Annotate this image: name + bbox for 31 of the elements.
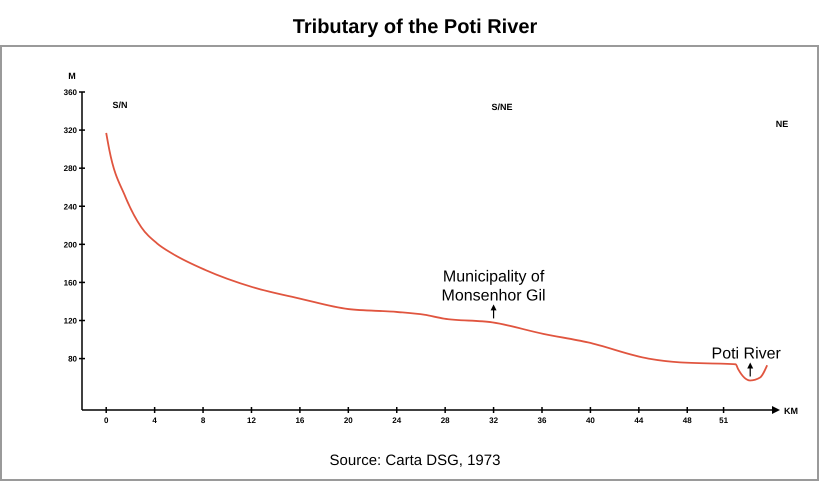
x-tick-label: 48: [682, 416, 692, 425]
y-tick-label: 360: [64, 88, 78, 97]
x-tick-label: 36: [538, 416, 547, 425]
y-axis-title: M: [68, 71, 76, 81]
source-note: Source: Carta DSG, 1973: [330, 452, 500, 469]
x-tick-label: 32: [489, 416, 499, 425]
x-tick-label: 51: [719, 416, 729, 425]
y-tick-label: 160: [64, 278, 78, 288]
y-tick-label: 280: [64, 164, 78, 174]
x-tick-label: 8: [200, 416, 206, 425]
y-tick-label: 120: [64, 316, 78, 326]
x-tick-label: 24: [392, 416, 402, 425]
x-tick-label: 44: [634, 416, 644, 425]
chart-title: Tributary of the Poti River: [292, 16, 538, 38]
x-axis-title: KM: [784, 406, 798, 416]
x-tick-label: 40: [586, 416, 596, 425]
x-tick-label: 0: [104, 416, 109, 425]
y-tick-label: 240: [64, 202, 78, 212]
y-tick-label: 80: [68, 354, 78, 364]
x-tick-label: 20: [344, 416, 354, 425]
x-tick-label: 12: [247, 416, 256, 425]
x-tick-label: 4: [152, 416, 158, 425]
y-tick-label: 200: [64, 240, 78, 250]
text: NE: [776, 119, 788, 129]
annotation: Municipality of Monsenhor Gil: [442, 268, 546, 304]
x-tick-label: 28: [440, 416, 450, 425]
y-tick-label: 320: [64, 126, 78, 136]
annotation: S/N: [112, 100, 128, 110]
x-tick-label: 16: [295, 416, 305, 425]
annotation: S/NE: [491, 102, 513, 112]
annotation: Poti River: [712, 345, 782, 362]
